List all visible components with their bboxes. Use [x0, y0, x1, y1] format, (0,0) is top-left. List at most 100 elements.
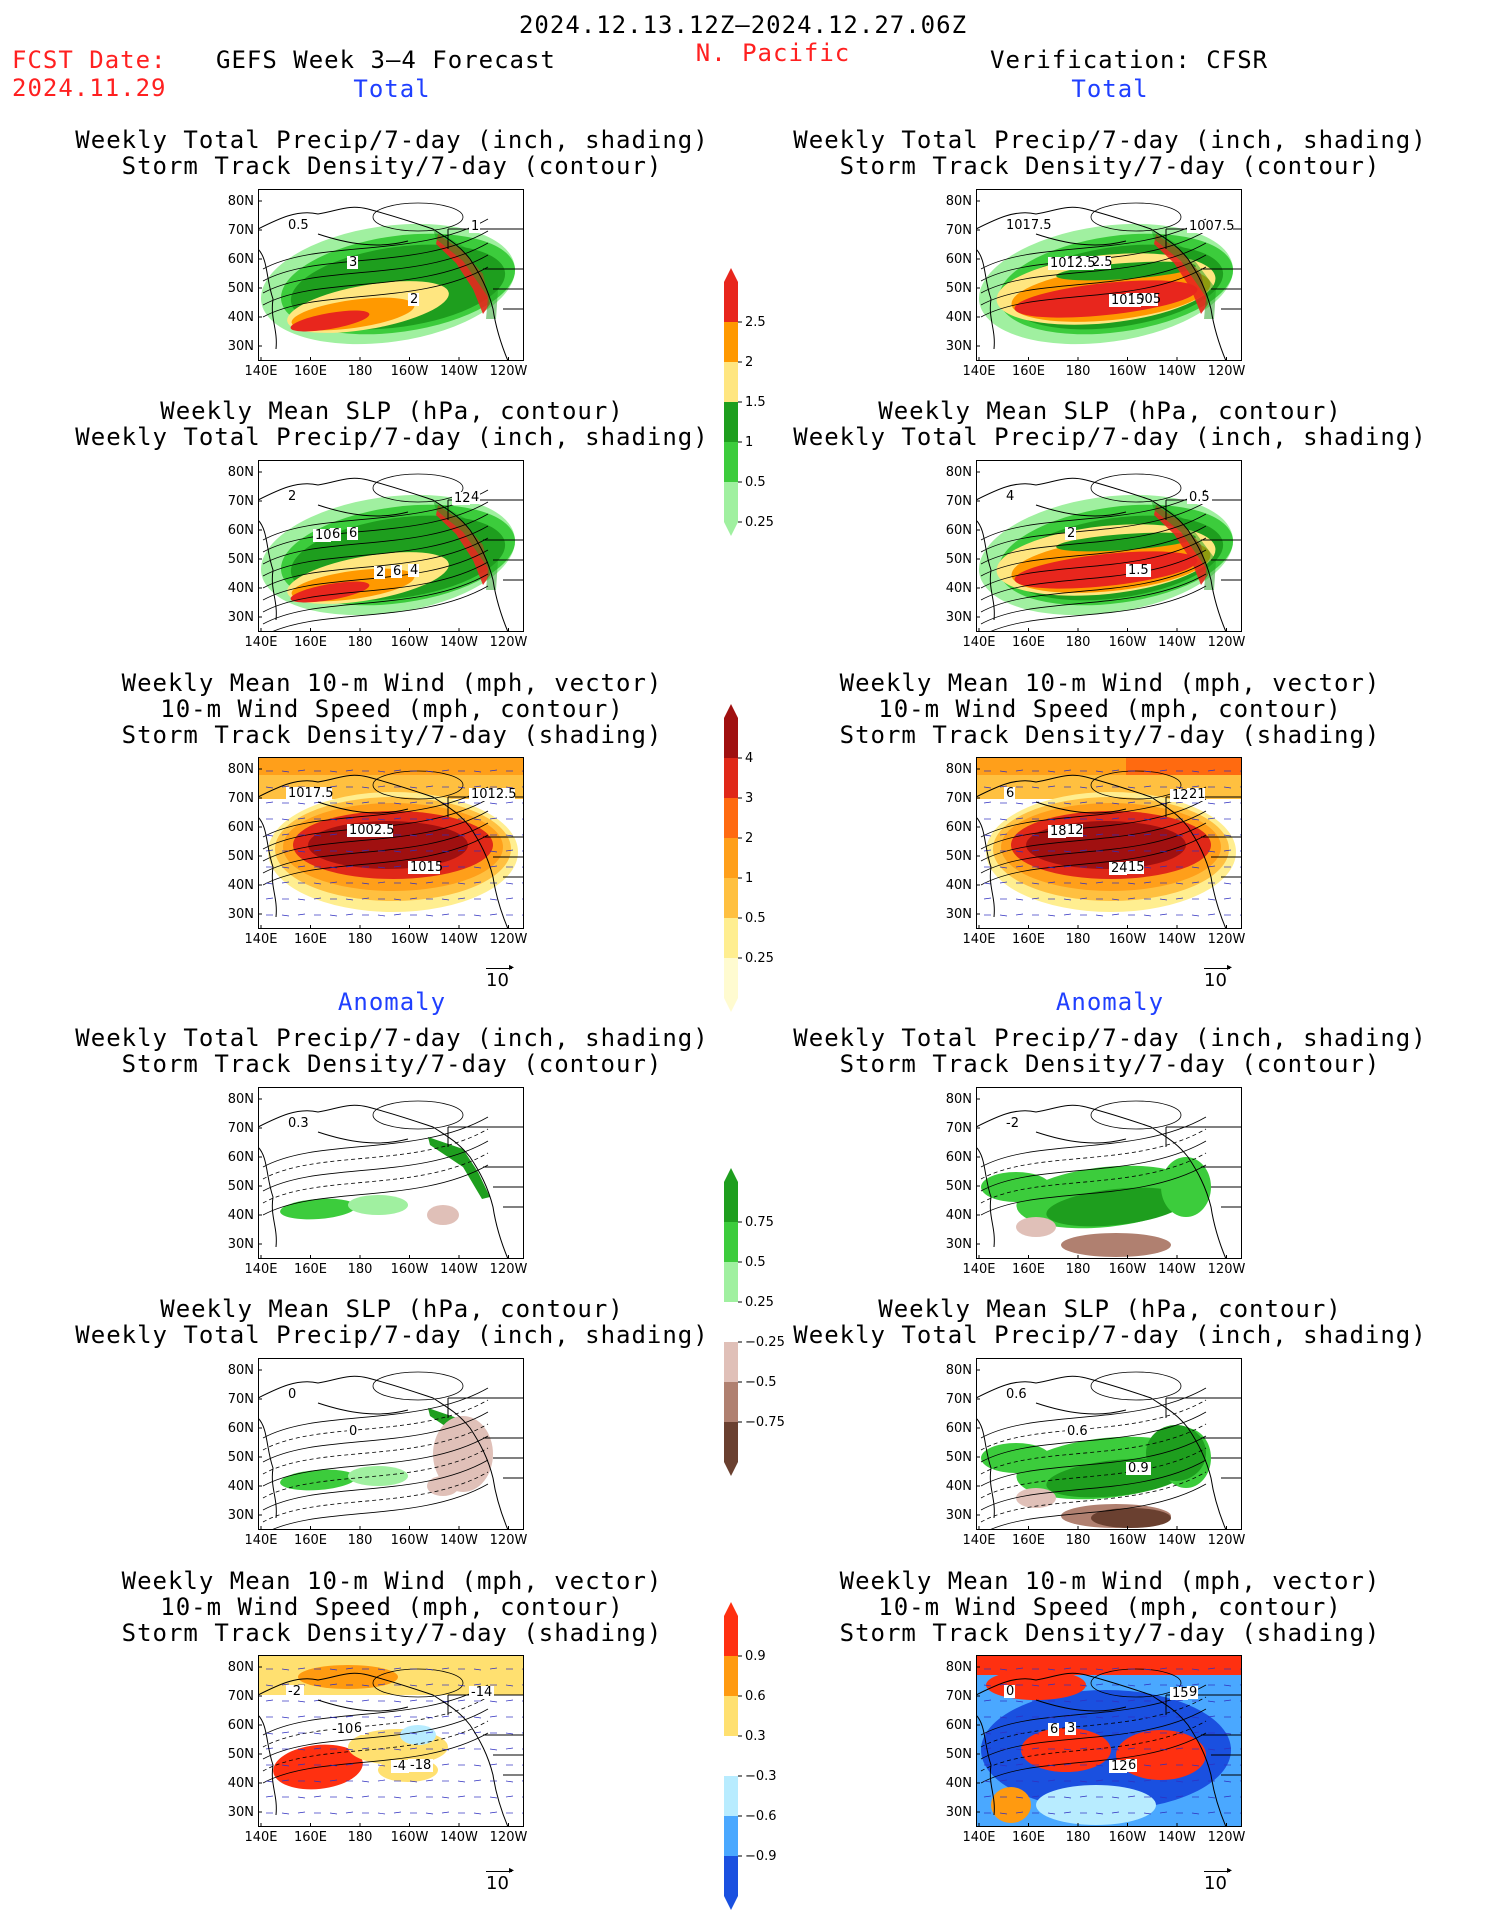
panel-6-lon-label-1: 160E	[1012, 932, 1045, 947]
panel-4-lon-label-3: 160W	[1109, 635, 1147, 650]
panel-9-title-line-1: Weekly Mean SLP (hPa, contour)	[160, 1295, 624, 1323]
panel-6-contour-label-6: 12	[1172, 788, 1189, 803]
panel-1-lon-label-4: 140W	[440, 364, 478, 379]
map-panel-6-svg: 80N 70N 60N 50N 40N 30N 140E 160E 180 160W 140W 120…	[946, 757, 1245, 947]
storm_total-label-4: 0.5	[745, 911, 766, 926]
panel-7-lon-label-3: 160W	[391, 1262, 429, 1277]
panel-3-lat-label-3: 50N	[228, 552, 254, 567]
panel-5-lat-label-3: 50N	[228, 849, 254, 864]
region-title: N. Pacific	[695, 39, 851, 67]
panel-5-title-line-1: Weekly Mean 10-m Wind (mph, vector)	[121, 669, 663, 697]
panel-12-lat-label-1: 70N	[946, 1689, 972, 1704]
panel-4-lat-label-1: 70N	[946, 494, 972, 509]
panel-6-title-line-1: Weekly Mean 10-m Wind (mph, vector)	[839, 669, 1381, 697]
panel-2-contour-label-5: 1015	[1111, 293, 1144, 308]
map-panel-4-svg: 80N 70N 60N 50N 40N 30N 140E 160E 180 160W 140W 120…	[946, 460, 1245, 650]
panel-10-lon-label-0: 140E	[962, 1533, 995, 1548]
panel-7-lon-label-2: 180	[348, 1262, 373, 1277]
panel-12-contour-label-6: 15	[1172, 1686, 1189, 1701]
map-panel-2-svg: 80N 70N 60N 50N 40N 30N 140E 160E 180 160W 140W 120…	[946, 189, 1245, 379]
map-panel-9-forecast: 80N 70N 60N 50N 40N 30N 140E 160E 180 160W 140W 120…	[228, 1358, 527, 1548]
panel-10-title-line-1: Weekly Mean SLP (hPa, contour)	[878, 1295, 1342, 1323]
storm_anom-label-0: 0.9	[745, 1649, 766, 1664]
panel-6-lon-label-2: 180	[1066, 932, 1091, 947]
panel-11-contour-label-3: -14	[471, 1685, 492, 1700]
panel-3-lat-label-5: 30N	[228, 610, 254, 625]
precip_total-label-2: 1.5	[745, 395, 766, 410]
panel-5-contour-label-1: 1002.5	[349, 823, 395, 838]
storm_total-label-0: 4	[745, 751, 753, 766]
colorbar-storm-total: 4 3 2 1 0.5 0.25	[724, 704, 804, 1018]
precip_anom-label-2: 0.25	[745, 1295, 774, 1310]
panel-2-lon-label-3: 160W	[1109, 364, 1147, 379]
panel-2-contour-label-0: 1017.5	[1006, 218, 1052, 233]
panel-10-contour-label-0: 0.6	[1006, 1387, 1027, 1402]
panel-8-lat-label-3: 50N	[946, 1179, 972, 1194]
panel-4-contour-label-1: 2	[1067, 526, 1075, 541]
panel-8-lon-label-5: 120W	[1208, 1262, 1246, 1277]
storm_anom-label-4: −0.6	[745, 1809, 777, 1824]
panel-4-contour-label-3: 0.5	[1189, 490, 1210, 505]
panel-1-title-line-2: Storm Track Density/7-day (contour)	[121, 152, 663, 180]
panel-8-lat-label-4: 40N	[946, 1208, 972, 1223]
panel-12-contour-label-2: 6	[1128, 1758, 1136, 1773]
panel-7-title-line-2: Storm Track Density/7-day (contour)	[121, 1050, 663, 1078]
panel-2-lat-label-5: 30N	[946, 339, 972, 354]
panel-10-contour-label-2: 0.9	[1128, 1461, 1149, 1476]
panel-11-title-line-2: 10-m Wind Speed (mph, contour)	[160, 1593, 624, 1621]
panel-5-lon-label-0: 140E	[244, 932, 277, 947]
panel-11-contour-label-2: -18	[410, 1758, 431, 1773]
panel-9-lat-label-4: 40N	[228, 1479, 254, 1494]
panel-4-lat-label-4: 40N	[946, 581, 972, 596]
precip_total-label-0: 2.5	[745, 315, 766, 330]
panel-11-lon-label-2: 180	[348, 1830, 373, 1845]
panel-1-lat-label-1: 70N	[228, 223, 254, 238]
panel-11-lat-label-0: 80N	[228, 1660, 254, 1675]
panel-12-lat-label-2: 60N	[946, 1718, 972, 1733]
panel-3-lon-label-1: 160E	[294, 635, 327, 650]
panel-7-contour-label-0: 0.3	[288, 1116, 309, 1131]
map-panel-10-verification: 80N 70N 60N 50N 40N 30N 140E 160E 180 160W 140W 120…	[946, 1358, 1245, 1548]
panel-9-lon-label-0: 140E	[244, 1533, 277, 1548]
panel-1-lon-label-5: 120W	[490, 364, 528, 379]
storm_total-label-1: 3	[745, 791, 753, 806]
panel-10-lon-label-2: 180	[1066, 1533, 1091, 1548]
panel-6-lon-label-3: 160W	[1109, 932, 1147, 947]
panel-3-title-line-1: Weekly Mean SLP (hPa, contour)	[160, 397, 624, 425]
panel-10-lat-label-2: 60N	[946, 1421, 972, 1436]
panel-6-lat-label-2: 60N	[946, 820, 972, 835]
panel-3-contour-label-6: 12	[454, 491, 471, 506]
panel-7-lat-label-0: 80N	[228, 1092, 254, 1107]
panel-11-title-line-3: Storm Track Density/7-day (shading)	[121, 1619, 663, 1647]
panel-3-lon-label-0: 140E	[244, 635, 277, 650]
map-panel-5-svg: 80N 70N 60N 50N 40N 30N 140E 160E 180 160W 140W 120…	[228, 757, 527, 947]
vector-ref-right-anom: ▸ 10	[1204, 1865, 1232, 1894]
panel-7-lat-label-4: 40N	[228, 1208, 254, 1223]
panel-10-lat-label-3: 50N	[946, 1450, 972, 1465]
panel-12-lon-label-4: 140W	[1158, 1830, 1196, 1845]
storm_total-label-3: 1	[745, 871, 753, 886]
map-panel-1-forecast: 80N 70N 60N 50N 40N 30N 140E 160E 180 160W 140W 120…	[228, 189, 527, 379]
section-anomaly-right: Anomaly	[1055, 988, 1165, 1016]
panel-9-lon-label-2: 180	[348, 1533, 373, 1548]
panel-2-lon-label-1: 160E	[1012, 364, 1045, 379]
section-total-right: Total	[1071, 75, 1149, 103]
panel-3-title-line-2: Weekly Total Precip/7-day (inch, shading…	[75, 423, 709, 451]
panel-3-contour-label-8: 2	[376, 565, 384, 580]
panel-8-lat-label-5: 30N	[946, 1237, 972, 1252]
panel-7-lat-label-2: 60N	[228, 1150, 254, 1165]
panel-1-lat-label-4: 40N	[228, 310, 254, 325]
vector-ref-left-anom: ▸ 10	[486, 1865, 514, 1894]
panel-5-contour-label-3: 1012.5	[471, 787, 517, 802]
panel-12-title-line-2: 10-m Wind Speed (mph, contour)	[878, 1593, 1342, 1621]
panel-3-lon-label-4: 140W	[440, 635, 478, 650]
panel-11-lat-label-5: 30N	[228, 1805, 254, 1820]
panel-11-lon-label-0: 140E	[244, 1830, 277, 1845]
panel-4-lat-label-0: 80N	[946, 465, 972, 480]
colorbar-precip-total: 2.5 2 1.5 1 0.5 0.25	[724, 268, 804, 542]
panel-9-lon-label-4: 140W	[440, 1533, 478, 1548]
panel-3-lon-label-5: 120W	[490, 635, 528, 650]
panel-9-lat-label-5: 30N	[228, 1508, 254, 1523]
section-total-left: Total	[353, 75, 431, 103]
panel-11-lon-label-4: 140W	[440, 1830, 478, 1845]
